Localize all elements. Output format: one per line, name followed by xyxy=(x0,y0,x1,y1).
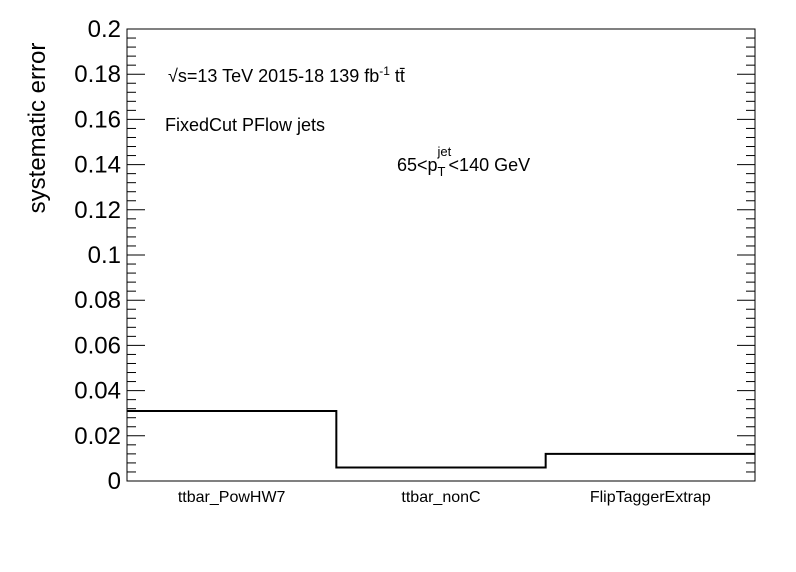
y-tick-label: 0.2 xyxy=(88,16,121,43)
energy-lumi-label: √s=13 TeV 2015-18 139 fb-1 tt̄ xyxy=(168,64,405,87)
pt-range-label: 65<p jet T <140 GeV xyxy=(397,144,531,179)
pt-subscript: T xyxy=(437,164,446,179)
energy-lumi-text: =13 TeV 2015-18 139 fb xyxy=(186,66,380,86)
pt-range-end: <140 GeV xyxy=(448,155,531,175)
plot-frame xyxy=(126,28,756,482)
y-tick-label: 0.12 xyxy=(74,197,121,224)
x-category-label: FlipTaggerExtrap xyxy=(590,489,711,506)
x-axis: ttbar_PowHW7 ttbar_nonC FlipTaggerExtrap xyxy=(178,489,711,506)
y-axis-title: systematic error xyxy=(24,43,51,214)
sqrt-s-symbol: √s xyxy=(168,66,187,86)
y-tick-label: 0.1 xyxy=(88,242,121,269)
y-tick-label: 0.04 xyxy=(74,378,121,405)
jet-collection-label: FixedCut PFlow jets xyxy=(165,115,326,135)
y-tick-label: 0 xyxy=(108,468,121,495)
pt-range-start: 65<p xyxy=(397,155,438,175)
pt-superscript: jet xyxy=(437,144,452,159)
lumi-exponent: -1 xyxy=(379,64,390,78)
histogram-step-line xyxy=(127,409,755,469)
y-tick-label: 0.06 xyxy=(74,332,121,359)
x-category-label: ttbar_PowHW7 xyxy=(178,489,286,506)
process-label: tt̄ xyxy=(394,66,405,86)
x-category-label: ttbar_nonC xyxy=(401,489,480,506)
y-tick-label: 0.14 xyxy=(74,152,121,179)
y-axis: 0 0.02 0.04 0.06 0.08 0.1 0.12 0.14 0.16 0.18 0.2 xyxy=(74,16,755,495)
y-tick-label: 0.02 xyxy=(74,423,121,450)
y-tick-label: 0.08 xyxy=(74,287,121,314)
y-tick-label: 0.16 xyxy=(74,106,121,133)
y-tick-label: 0.18 xyxy=(74,61,121,88)
